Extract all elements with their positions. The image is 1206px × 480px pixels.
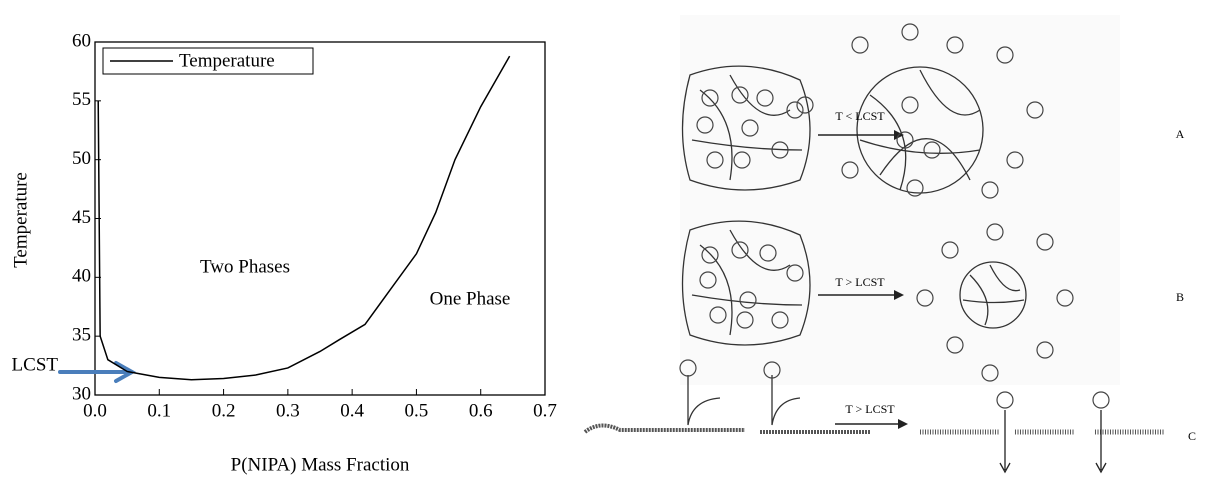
molecule <box>696 116 714 134</box>
lcst-arrow <box>58 361 137 383</box>
row-tag: A <box>1176 127 1185 141</box>
molecule <box>981 364 999 382</box>
gel-collapsed <box>959 261 1027 329</box>
chart: P(NIPA) Mass Fraction Temperature Two Ph… <box>10 30 557 475</box>
molecule <box>701 89 719 107</box>
molecule <box>923 141 941 159</box>
row-tag: C <box>1188 429 1196 443</box>
diagram-panel <box>680 15 1120 385</box>
release-arrows <box>999 410 1107 474</box>
molecule <box>763 361 781 379</box>
polymer-strand <box>583 423 870 434</box>
molecule <box>1036 341 1054 359</box>
x-tick-label: 0.7 <box>533 400 557 421</box>
arrowhead <box>898 419 908 429</box>
arrow-label: T > LCST <box>845 402 895 416</box>
molecule <box>981 181 999 199</box>
arrow-label: T < LCST <box>835 109 885 123</box>
arrow-label: T > LCST <box>835 275 885 289</box>
series-line <box>97 55 511 381</box>
molecule <box>841 161 859 179</box>
molecule <box>1006 151 1024 169</box>
molecule <box>759 244 777 262</box>
x-tick-label: 0.6 <box>469 400 493 421</box>
molecule <box>733 151 751 169</box>
x-axis-label: P(NIPA) Mass Fraction <box>231 454 410 475</box>
molecule <box>701 246 719 264</box>
molecule <box>901 96 919 114</box>
molecule <box>1056 289 1074 307</box>
x-tick-label: 0.1 <box>147 400 171 421</box>
arrowhead <box>894 290 904 300</box>
legend-label: Temperature <box>179 50 275 71</box>
molecule <box>851 36 869 54</box>
annotation: LCST <box>12 354 59 375</box>
molecule <box>731 86 749 104</box>
y-tick-label: 40 <box>72 266 91 287</box>
y-axis-label: Temperature <box>10 172 31 268</box>
molecule <box>796 96 814 114</box>
plot-frame <box>94 41 546 396</box>
molecule <box>706 151 724 169</box>
x-tick-label: 0.2 <box>212 400 236 421</box>
molecule <box>731 241 749 259</box>
drug-molecules <box>679 23 1110 409</box>
annotation: One Phase <box>430 288 511 309</box>
polymer-chains <box>859 69 981 191</box>
molecule <box>771 141 789 159</box>
molecule <box>906 179 924 197</box>
x-tick-label: 0.5 <box>405 400 429 421</box>
row-tag: B <box>1176 290 1184 304</box>
diagram: T < LCST A T > LCST B T > LCST C <box>583 15 1196 474</box>
molecule <box>986 223 1004 241</box>
molecule <box>739 291 757 309</box>
gel-swollen <box>681 220 811 346</box>
polymer-chains <box>962 264 1025 326</box>
legend-box <box>102 47 314 75</box>
molecule <box>771 311 789 329</box>
gel-expanded <box>856 66 984 194</box>
molecule <box>946 36 964 54</box>
molecule <box>699 271 717 289</box>
molecule <box>1092 391 1110 409</box>
annotation: Two Phases <box>200 256 290 277</box>
molecule <box>1036 233 1054 251</box>
x-tick-label: 0.4 <box>340 400 364 421</box>
molecule <box>679 359 697 377</box>
y-tick-label: 45 <box>72 207 91 228</box>
molecule <box>996 391 1014 409</box>
molecule <box>896 131 914 149</box>
molecule <box>946 336 964 354</box>
molecule <box>709 306 727 324</box>
molecule <box>901 23 919 41</box>
molecule <box>786 264 804 282</box>
polymer-chains <box>691 74 803 181</box>
molecule <box>916 289 934 307</box>
gel-swollen <box>681 65 811 191</box>
y-tick-label: 50 <box>72 148 91 169</box>
molecule <box>736 311 754 329</box>
y-tick-label: 60 <box>72 30 91 51</box>
y-tick-label: 55 <box>72 89 91 110</box>
x-tick-label: 0.3 <box>276 400 300 421</box>
polymer-chains <box>691 229 803 336</box>
x-tick-label: 0.0 <box>83 400 107 421</box>
molecule <box>941 241 959 259</box>
release-arrows <box>687 375 801 426</box>
molecule <box>741 119 759 137</box>
molecule <box>756 89 774 107</box>
molecule <box>996 46 1014 64</box>
y-tick-label: 35 <box>72 325 91 346</box>
molecule <box>786 101 804 119</box>
y-tick-label: 30 <box>72 383 91 404</box>
molecule <box>1026 101 1044 119</box>
